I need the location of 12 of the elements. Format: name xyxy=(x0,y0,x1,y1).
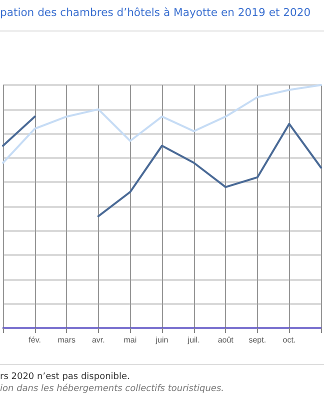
x-tick-label: fév. xyxy=(28,336,41,344)
x-tick-label: oct. xyxy=(282,336,296,344)
x-tick-label: juil. xyxy=(186,336,200,344)
chart-title: pation des chambres d’hôtels à Mayotte en 2019 et 2020 xyxy=(0,4,324,32)
text: rs 2020 n’est pas disponible. xyxy=(0,371,131,383)
x-tick-label: mai xyxy=(124,336,137,344)
x-tick-label: mars xyxy=(58,336,76,344)
x-tick-label: avr. xyxy=(92,336,105,344)
x-tick-label: sept. xyxy=(248,336,266,344)
text: ion dans les hébergements collectifs touristiques. xyxy=(0,383,226,395)
x-tick-label: juin xyxy=(154,336,168,344)
x-tick-label: août xyxy=(218,336,234,344)
